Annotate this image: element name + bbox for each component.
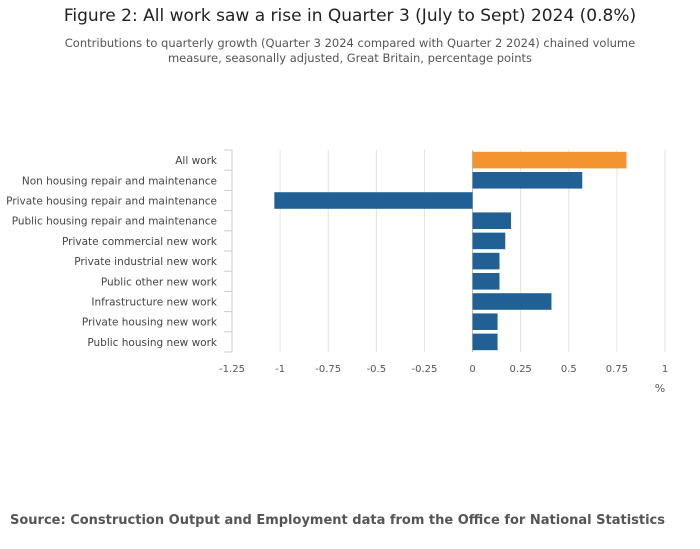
category-label: Public housing repair and maintenance bbox=[12, 216, 217, 228]
grid-lines bbox=[231, 150, 666, 352]
bar[interactable] bbox=[274, 192, 473, 209]
source-note: Source: Construction Output and Employme… bbox=[10, 513, 666, 528]
bar[interactable] bbox=[472, 232, 506, 250]
x-tick-label: 0.5 bbox=[561, 364, 577, 375]
category-label: Private housing repair and maintenance bbox=[6, 196, 217, 208]
x-tick-label: 0.25 bbox=[510, 364, 532, 375]
x-tick-label: 1 bbox=[662, 364, 668, 375]
chart-title: Figure 2: All work saw a rise in Quarter… bbox=[63, 6, 637, 26]
chart-subtitle: Contributions to quarterly growth (Quart… bbox=[64, 36, 636, 65]
category-label: Public housing new work bbox=[87, 337, 218, 349]
bar[interactable] bbox=[472, 293, 552, 310]
x-axis-label: % bbox=[655, 382, 665, 395]
x-tick-label: -0.5 bbox=[367, 364, 387, 375]
category-label: Non housing repair and maintenance bbox=[22, 175, 217, 187]
category-label: Public other new work bbox=[101, 276, 218, 288]
x-tick-label: -0.75 bbox=[315, 364, 341, 375]
category-label: All work bbox=[175, 155, 218, 167]
bar[interactable] bbox=[472, 172, 583, 189]
x-tick-label: -1 bbox=[275, 364, 285, 375]
bars bbox=[274, 151, 627, 351]
x-tick-label: -1.25 bbox=[219, 364, 245, 375]
bar[interactable] bbox=[472, 333, 498, 351]
bar[interactable] bbox=[472, 252, 500, 270]
category-label: Private housing new work bbox=[82, 317, 218, 329]
x-tick-label: 0.75 bbox=[606, 364, 628, 375]
bar[interactable] bbox=[472, 151, 627, 169]
bar[interactable] bbox=[472, 273, 500, 290]
category-label: Infrastructure new work bbox=[91, 297, 218, 309]
x-tick-label: 0 bbox=[469, 364, 475, 375]
category-label: Private commercial new work bbox=[62, 236, 218, 248]
x-tick-label: -0.25 bbox=[412, 364, 438, 375]
bar[interactable] bbox=[472, 313, 498, 330]
x-axis: -1.25 -1 -0.75 -0.5 -0.25 0 0.25 0.5 0.75 1 bbox=[219, 364, 668, 375]
y-axis: All work Non housing repair and maintenan… bbox=[6, 149, 233, 353]
bar[interactable] bbox=[472, 212, 512, 229]
category-label: Private industrial new work bbox=[74, 256, 218, 268]
